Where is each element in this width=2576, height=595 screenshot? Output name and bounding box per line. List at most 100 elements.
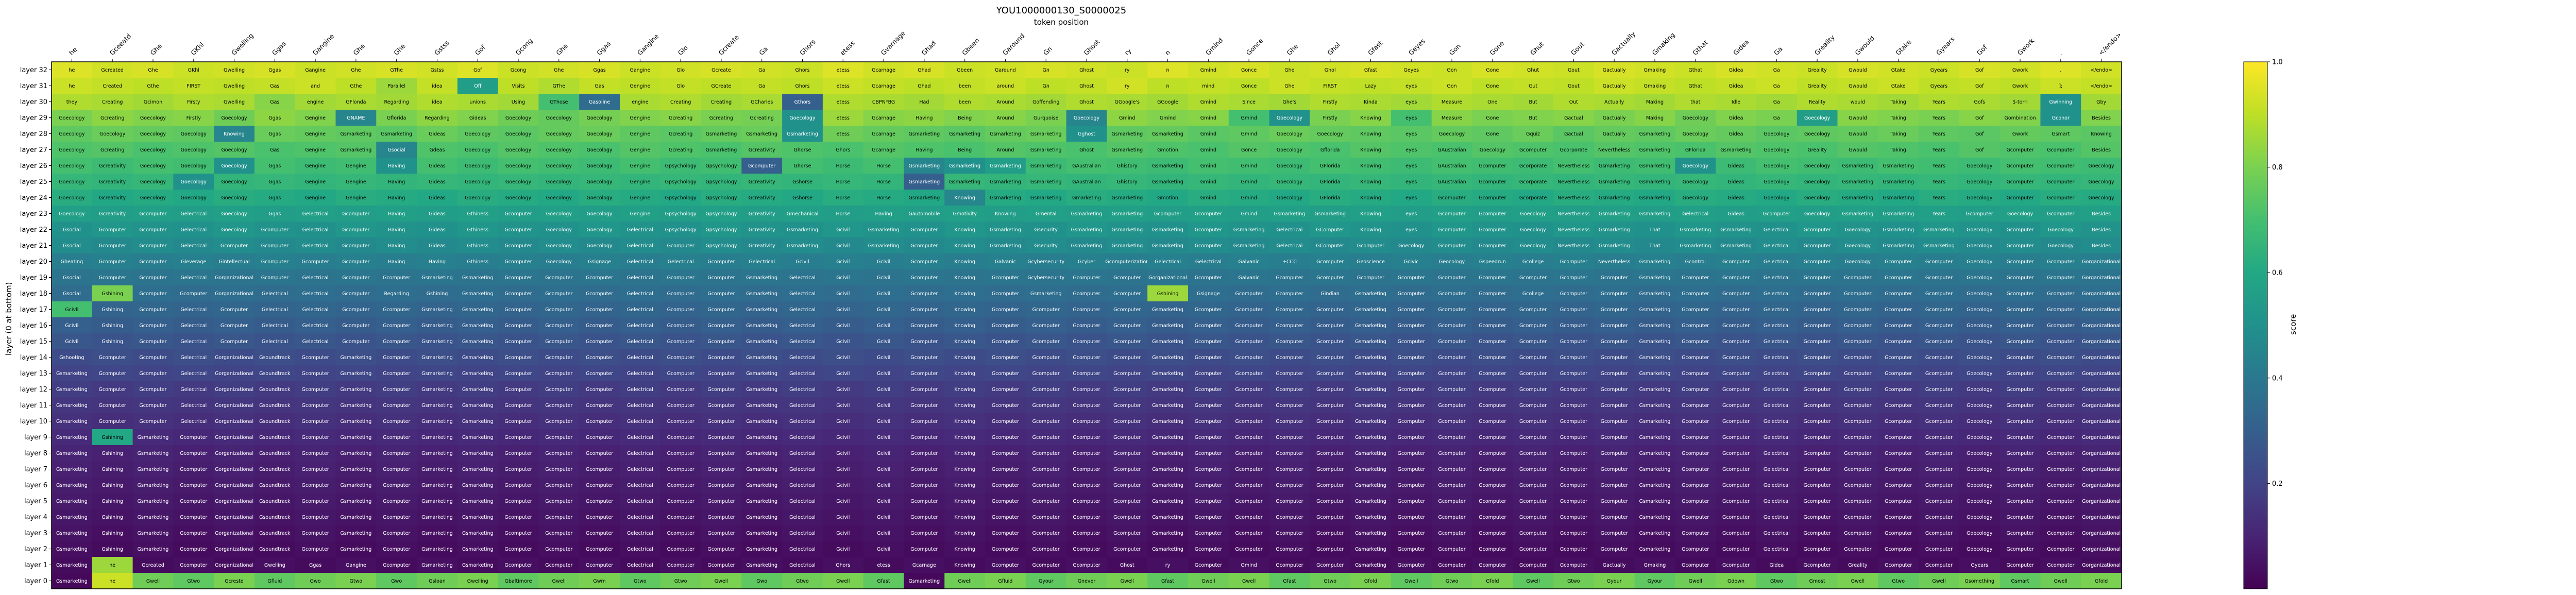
heatmap-cell (1675, 142, 1716, 158)
cell-label: Gcivil (836, 259, 850, 265)
cell-label: Gorganizational (2082, 467, 2121, 472)
cell-label: Gsmarketing (56, 579, 88, 584)
cell-label: Gsmarketing (462, 547, 494, 552)
cell-label: Gsmarketing (1355, 467, 1386, 472)
cell-label: Gcomputer (992, 435, 1019, 440)
cell-label: Goecology (2048, 227, 2074, 233)
heatmap-cell (1472, 94, 1513, 110)
cell-label: Gcomputer (1885, 371, 1912, 377)
x-tick-label: Gstss (433, 39, 451, 57)
cell-label: Gcomputer (2047, 355, 2074, 361)
cell-label: Gsmarketing (1152, 515, 1183, 520)
cell-label: Besides (2092, 115, 2111, 121)
heatmap-cell (660, 110, 702, 126)
cell-label: FIRST (187, 83, 200, 89)
cell-label: Gorganizational (2082, 435, 2121, 440)
cell-label: Gcomputer (221, 307, 248, 313)
cell-label: Gcomputer (1682, 387, 1709, 393)
x-tick-label: Ggas (270, 40, 287, 57)
cell-label: Gshorse (792, 179, 812, 185)
cell-label: Gfluid (267, 579, 282, 584)
cell-label: Gcomputer (1479, 419, 1506, 424)
cell-label: Goecology (1967, 435, 1993, 440)
cell-label: Gcomputer (1316, 435, 1344, 440)
cell-label: Gcomputer (1479, 531, 1506, 536)
cell-label: FIRST (1323, 83, 1337, 89)
heatmap-cell (2081, 78, 2122, 94)
y-tick-label: layer 15 (20, 338, 47, 346)
cell-label: Goecology (1764, 147, 1790, 153)
cell-label: they (66, 99, 78, 105)
cell-label: Gcomputer (1398, 563, 1425, 568)
cell-label: Gsmarketing (1720, 227, 1752, 233)
cell-label: Gcomputer (910, 403, 938, 409)
cell-label: Regarding (384, 99, 409, 105)
heatmap-cell (2040, 126, 2081, 142)
cell-label: Taking (1890, 147, 1906, 153)
cell-label: Gcomputer (504, 211, 532, 217)
cell-label: Gthe (350, 83, 362, 89)
cell-label: Gcomputer (910, 259, 938, 265)
cell-label: Gengine (305, 179, 326, 185)
cell-label: Gcomputer (992, 531, 1019, 536)
cell-label: Having (916, 147, 933, 153)
heatmap-cell (944, 158, 986, 174)
cell-label: Gcomputer (1925, 435, 1953, 440)
cell-label: Goecology (465, 163, 491, 169)
cell-label: Goecology (2089, 163, 2115, 169)
heatmap-cell (335, 158, 377, 174)
heatmap-cell (1837, 78, 1878, 94)
cell-label: Gcivic (1404, 259, 1419, 265)
cell-label: Gcomputer (1398, 355, 1425, 361)
cell-label: Gcomputer (1073, 467, 1100, 472)
cell-label: Gideas (429, 243, 446, 249)
cell-label: Gcomputer (383, 531, 410, 536)
heatmap-cell (904, 78, 945, 94)
cell-label: Gcomputer (1560, 323, 1587, 329)
cell-label: Gcomputer (707, 339, 735, 345)
heatmap-cell (1513, 142, 1554, 158)
cell-label: Gelectrical (302, 339, 329, 345)
heatmap-cell (498, 62, 539, 78)
cell-label: Gcomputer (586, 307, 613, 313)
cell-label: Ga (1773, 67, 1780, 73)
cell-label: Gcomputer (139, 243, 166, 249)
cell-label: Gcomputer (667, 323, 694, 329)
cell-label: Gcivil (65, 339, 78, 345)
cell-label: Ghors (795, 83, 809, 89)
cell-label: Knowing (1360, 131, 1381, 137)
cell-label: Gideas (469, 115, 486, 121)
cell-label: Using (512, 99, 526, 105)
y-tick-label: layer 3 (24, 530, 47, 537)
cell-label: Gwell (146, 579, 160, 584)
heatmap-cell (1797, 94, 1838, 110)
heatmap-cell (904, 142, 945, 158)
cell-label: Gcomputer (2006, 339, 2033, 345)
cell-label: Gut (1529, 83, 1537, 89)
cell-label: Gengine (630, 211, 650, 217)
cell-label: Gcomputer (1316, 355, 1344, 361)
cell-label: Gelectrical (789, 451, 816, 456)
cell-label: Gcomputer (1885, 467, 1912, 472)
cell-label: Gcomputer (1925, 403, 1953, 409)
cell-label: Ghors (836, 147, 850, 153)
cell-label: Goecology (546, 243, 572, 249)
cell-label: Ghost (1079, 99, 1094, 105)
cell-label: Gelectrical (789, 467, 816, 472)
cell-label: Knowing (954, 339, 975, 345)
cell-label: Gcomputer (1398, 419, 1425, 424)
cell-label: Gsmarketing (341, 419, 372, 424)
y-tick-label: layer 17 (20, 306, 47, 314)
cell-label: Gcomputer (545, 563, 572, 568)
cell-label: Gcomputer (139, 211, 166, 217)
cell-label: Measure (1442, 115, 1463, 121)
cell-label: Gwell (1121, 579, 1134, 584)
heatmap-cell (498, 158, 539, 174)
y-tick-label: layer 10 (20, 418, 47, 426)
cell-label: Gcomputer (2006, 531, 2033, 536)
heatmap-cell (985, 78, 1026, 94)
cell-label: Gcomputer (1722, 419, 1750, 424)
cell-label: Gcomputer (1113, 387, 1141, 393)
cell-label: Gsmarketing (1355, 451, 1386, 456)
cell-label: Gcomputer (667, 371, 694, 377)
